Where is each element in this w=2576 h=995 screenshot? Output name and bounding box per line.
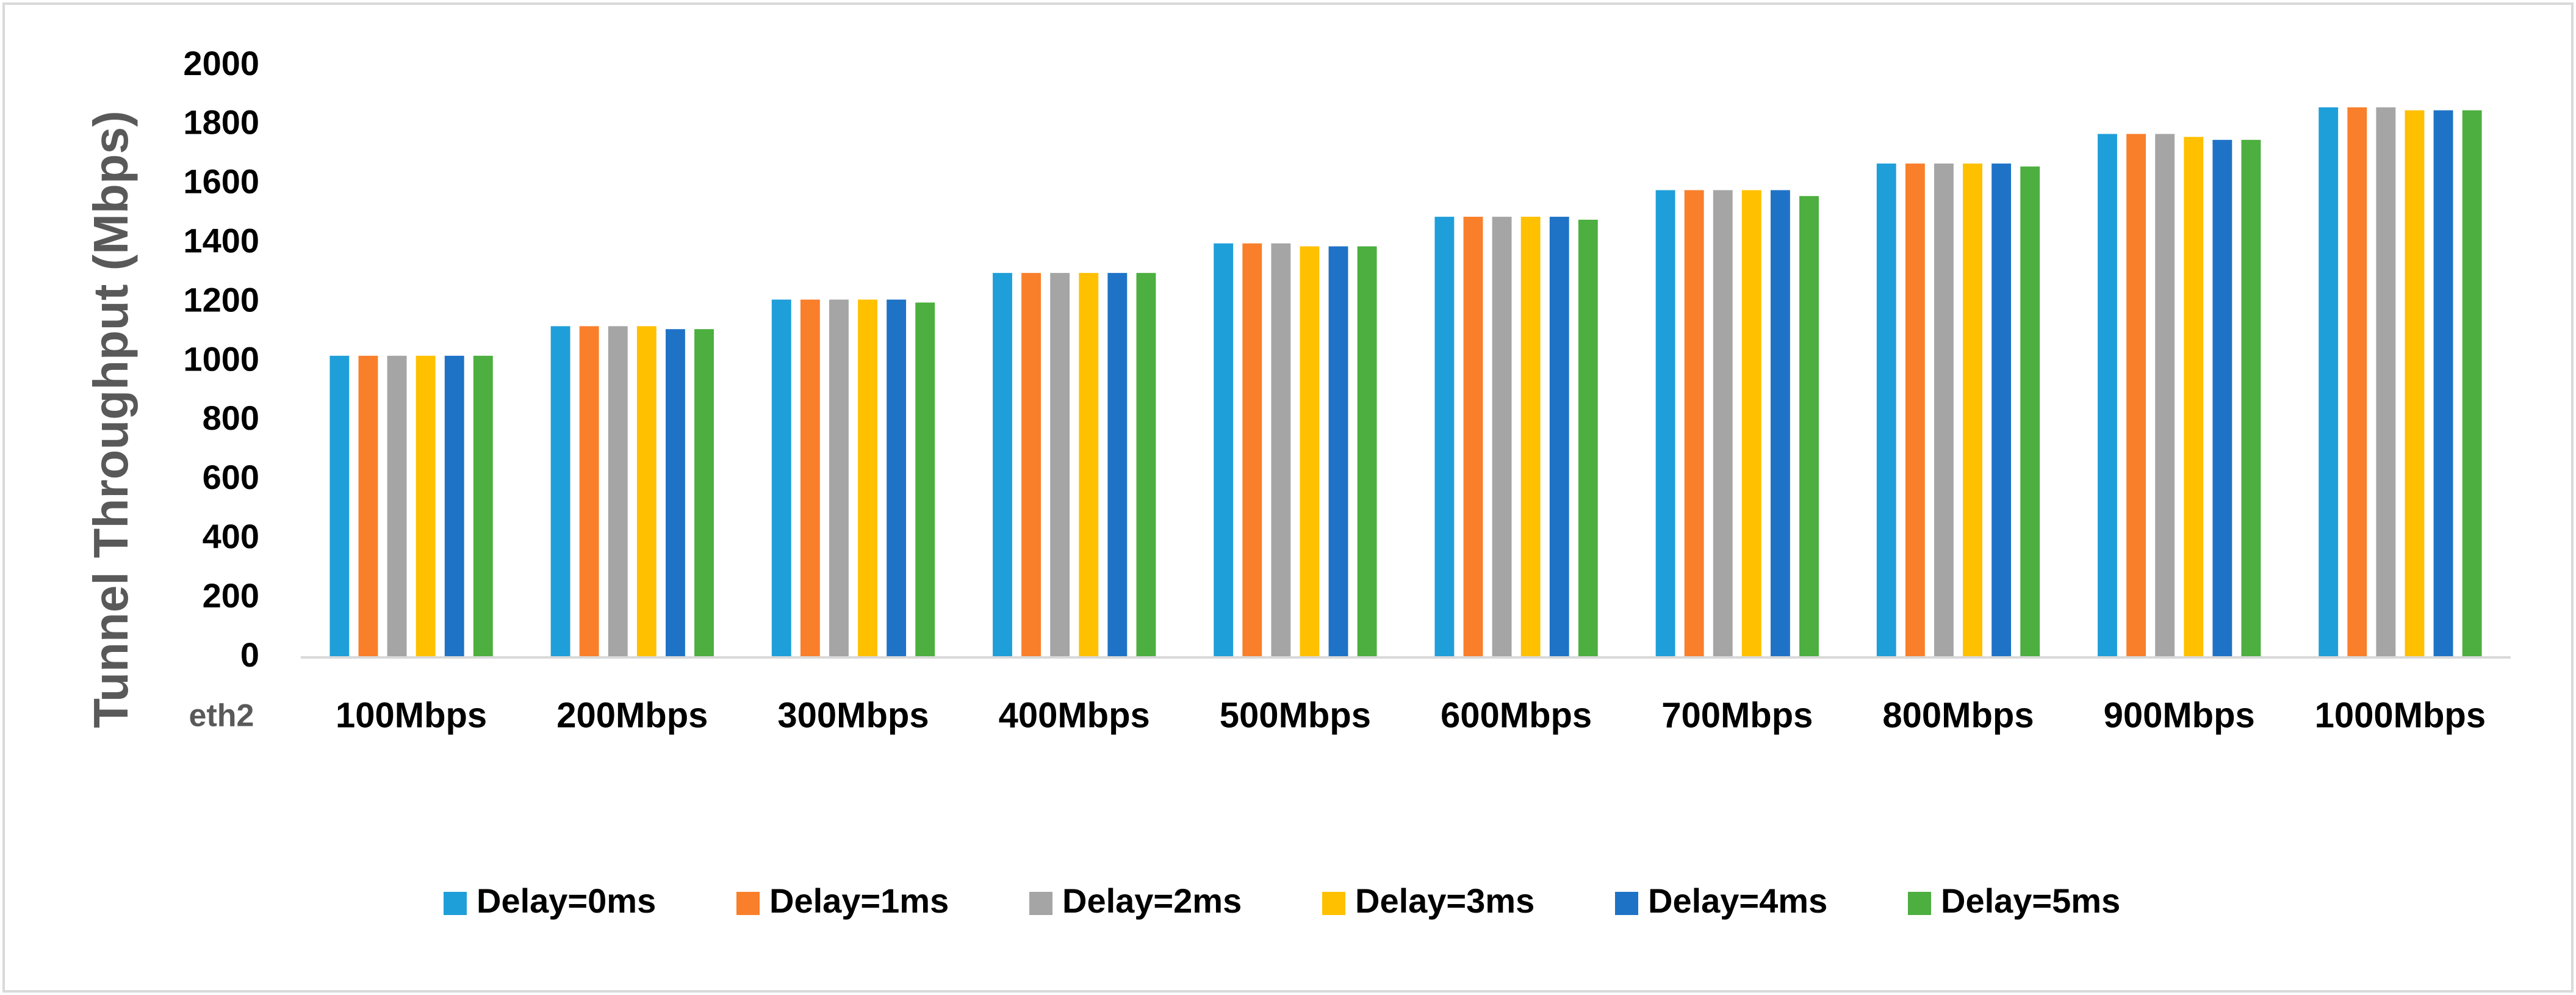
bar xyxy=(1655,190,1675,657)
legend-label: Delay=5ms xyxy=(1941,881,2120,920)
bar xyxy=(416,355,436,657)
bar xyxy=(1905,163,1925,657)
bar xyxy=(444,355,464,657)
x-tick-label: 400Mbps xyxy=(999,695,1150,735)
x-tick-label: 100Mbps xyxy=(336,695,487,735)
legend-swatch xyxy=(1615,892,1638,915)
bar xyxy=(915,302,935,658)
bar xyxy=(358,355,378,657)
bar xyxy=(665,329,685,657)
y-axis-label: Tunnel Throughput (Mbps) xyxy=(84,110,138,728)
y-tick-label: 1400 xyxy=(183,221,259,259)
x-tick-label: 600Mbps xyxy=(1441,695,1592,735)
legend-label: Delay=4ms xyxy=(1648,881,1827,920)
bar xyxy=(473,355,493,657)
y-tick-label: 1600 xyxy=(183,162,259,201)
y-tick-label: 400 xyxy=(203,517,259,555)
bar xyxy=(1876,163,1896,657)
bar xyxy=(1463,217,1483,658)
bar xyxy=(1079,273,1099,657)
bar xyxy=(1578,219,1598,657)
bar xyxy=(993,273,1012,657)
bar xyxy=(800,299,820,657)
bar xyxy=(1021,273,1042,657)
y-tick-label: 1200 xyxy=(183,280,259,319)
bar xyxy=(1770,190,1790,657)
bar xyxy=(1328,246,1348,657)
y-tick-label: 1000 xyxy=(183,339,259,378)
bar xyxy=(829,299,849,657)
legend-label: Delay=0ms xyxy=(477,881,656,920)
bar xyxy=(1684,190,1704,657)
bar xyxy=(2184,137,2204,657)
x-tick-label: 700Mbps xyxy=(1661,695,1813,735)
legend-label: Delay=2ms xyxy=(1062,881,1242,920)
bar xyxy=(2020,166,2040,658)
bar xyxy=(1549,217,1569,658)
bar xyxy=(1214,243,1234,657)
bar xyxy=(771,299,791,657)
bar xyxy=(1934,163,1954,657)
y-tick-label: 0 xyxy=(240,635,259,674)
legend-swatch xyxy=(1029,892,1052,915)
bar xyxy=(1991,163,2012,657)
bar xyxy=(694,329,714,657)
bar xyxy=(1799,196,1819,657)
legend-swatch xyxy=(444,892,467,915)
y-tick-label: 800 xyxy=(203,399,259,437)
bar xyxy=(1357,246,1377,657)
bar xyxy=(1492,217,1512,658)
bar xyxy=(1963,163,1982,657)
bar xyxy=(1520,217,1541,658)
bar xyxy=(2126,134,2146,657)
bar xyxy=(1050,273,1070,657)
bar xyxy=(636,326,657,657)
bar xyxy=(579,326,599,657)
x-tick-label: 1000Mbps xyxy=(2315,695,2486,735)
bar xyxy=(329,355,350,657)
x-tick-label: 500Mbps xyxy=(1220,695,1371,735)
bar xyxy=(2098,134,2117,657)
bar xyxy=(2405,110,2425,658)
bar xyxy=(2319,107,2339,657)
bar xyxy=(387,355,407,657)
bar xyxy=(2433,110,2453,658)
bar xyxy=(2462,110,2482,658)
bar xyxy=(2155,134,2175,657)
x-tick-label: 800Mbps xyxy=(1882,695,2034,735)
bar xyxy=(2376,107,2396,657)
bar xyxy=(1271,243,1291,657)
legend-swatch xyxy=(736,892,760,915)
bar xyxy=(1713,190,1733,657)
legend-label: Delay=3ms xyxy=(1355,881,1534,920)
bar xyxy=(858,299,877,657)
bar xyxy=(1300,246,1320,657)
bar xyxy=(608,326,628,657)
bar xyxy=(1741,190,1761,657)
bar xyxy=(2212,140,2232,657)
bar xyxy=(1434,217,1455,658)
legend-swatch xyxy=(1908,892,1931,915)
bar xyxy=(1242,243,1262,657)
legend-swatch xyxy=(1322,892,1345,915)
bar xyxy=(2347,107,2367,657)
bar xyxy=(1107,273,1128,657)
x-tick-label: 900Mbps xyxy=(2104,695,2255,735)
bar xyxy=(887,299,907,657)
bar xyxy=(550,326,570,657)
x-tick-label: 200Mbps xyxy=(556,695,708,735)
y-tick-label: 1800 xyxy=(183,103,259,142)
x-tick-label: 300Mbps xyxy=(777,695,929,735)
bar xyxy=(1136,273,1156,657)
x-axis-label: eth2 xyxy=(189,698,254,734)
y-tick-label: 2000 xyxy=(183,44,259,82)
legend-label: Delay=1ms xyxy=(769,881,949,920)
bar xyxy=(2241,140,2261,657)
y-tick-label: 200 xyxy=(203,576,259,615)
y-tick-label: 600 xyxy=(203,458,259,496)
